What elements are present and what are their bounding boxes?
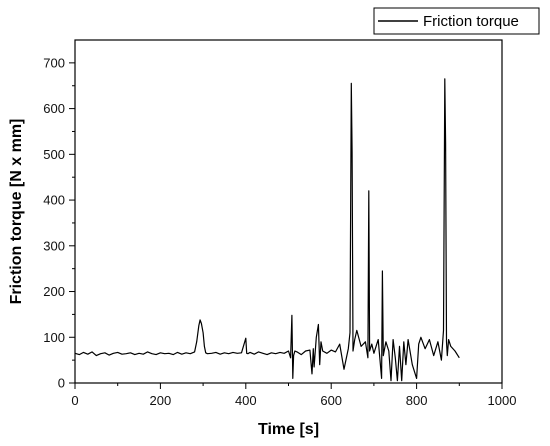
y-tick-label: 200 [43, 284, 65, 299]
y-tick-label: 0 [58, 376, 65, 391]
legend: Friction torque [373, 7, 540, 35]
x-tick-label: 1000 [488, 393, 517, 408]
y-tick-label: 400 [43, 193, 65, 208]
x-tick-label: 0 [71, 393, 78, 408]
x-tick-label: 600 [320, 393, 342, 408]
y-tick-label: 600 [43, 101, 65, 116]
x-tick-label: 200 [150, 393, 172, 408]
y-axis-ticks: 0 100 200 300 400 500 600 700 [43, 55, 75, 391]
x-axis-title: Time [s] [258, 421, 319, 438]
legend-label-friction-torque: Friction torque [423, 13, 519, 30]
x-axis-ticks: 0 200 400 600 800 1000 [71, 383, 516, 408]
plot-area [74, 39, 503, 384]
y-tick-label: 300 [43, 238, 65, 253]
y-tick-label: 700 [43, 55, 65, 70]
x-tick-label: 800 [406, 393, 428, 408]
y-axis-title: Friction torque [N x mm] [8, 119, 25, 305]
series-line-friction-torque [74, 78, 460, 382]
x-tick-label: 400 [235, 393, 257, 408]
y-tick-label: 500 [43, 147, 65, 162]
y-tick-label: 100 [43, 330, 65, 345]
